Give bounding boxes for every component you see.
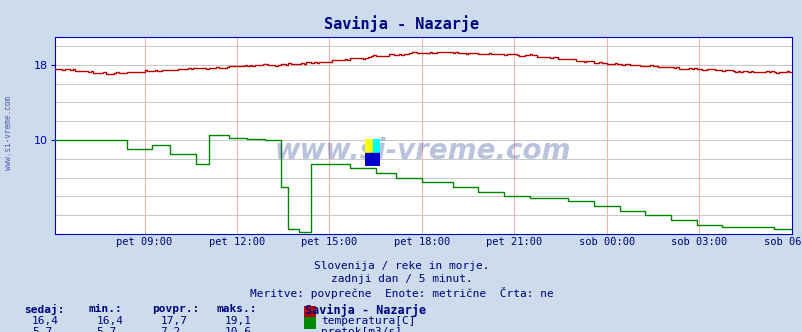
Text: povpr.:: povpr.: (152, 304, 200, 314)
Text: sedaj:: sedaj: (24, 304, 64, 315)
Text: 17,7: 17,7 (160, 316, 188, 326)
Text: zadnji dan / 5 minut.: zadnji dan / 5 minut. (330, 274, 472, 284)
Text: min.:: min.: (88, 304, 122, 314)
Text: Slovenija / reke in morje.: Slovenija / reke in morje. (314, 261, 488, 271)
Text: sob 06:00: sob 06:00 (763, 237, 802, 247)
Text: pet 15:00: pet 15:00 (301, 237, 357, 247)
Text: pet 12:00: pet 12:00 (209, 237, 265, 247)
Text: sob 03:00: sob 03:00 (670, 237, 727, 247)
Text: maks.:: maks.: (217, 304, 257, 314)
Text: pet 09:00: pet 09:00 (116, 237, 172, 247)
Polygon shape (365, 153, 379, 166)
Text: 5,7: 5,7 (96, 327, 116, 332)
Polygon shape (372, 139, 379, 153)
Polygon shape (365, 139, 372, 153)
Text: sob 00:00: sob 00:00 (578, 237, 634, 247)
Text: pet 21:00: pet 21:00 (486, 237, 542, 247)
Text: Savinja - Nazarje: Savinja - Nazarje (305, 304, 426, 317)
Text: www.si-vreme.com: www.si-vreme.com (3, 96, 13, 170)
Text: pretok[m3/s]: pretok[m3/s] (321, 327, 402, 332)
Text: temperatura[C]: temperatura[C] (321, 316, 415, 326)
Text: 16,4: 16,4 (96, 316, 124, 326)
Text: pet 18:00: pet 18:00 (393, 237, 449, 247)
Text: 16,4: 16,4 (32, 316, 59, 326)
Text: Savinja - Nazarje: Savinja - Nazarje (323, 15, 479, 32)
Text: 7,2: 7,2 (160, 327, 180, 332)
Text: 10,6: 10,6 (225, 327, 252, 332)
Text: Meritve: povprečne  Enote: metrične  Črta: ne: Meritve: povprečne Enote: metrične Črta:… (249, 287, 553, 299)
Text: 5,7: 5,7 (32, 327, 52, 332)
Text: 19,1: 19,1 (225, 316, 252, 326)
Text: www.si-vreme.com: www.si-vreme.com (274, 137, 571, 165)
